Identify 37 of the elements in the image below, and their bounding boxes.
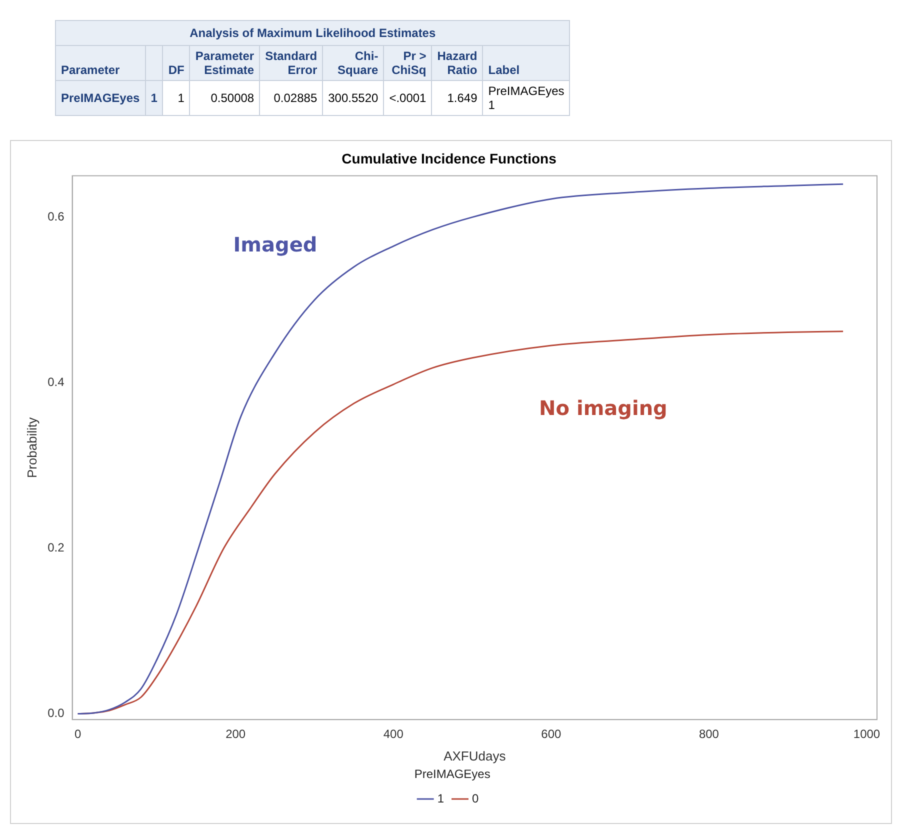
- x-tick-label: 600: [541, 727, 562, 742]
- text: 0.50008: [210, 91, 254, 105]
- y-tick-label: 0.0: [48, 706, 65, 720]
- x-tick-label: 800: [698, 727, 720, 742]
- legend-title: PreIMAGEyes: [414, 766, 490, 781]
- y-axis-title: Probability: [24, 416, 40, 478]
- x-tick-label: 400: [383, 727, 404, 742]
- category-label: Label: [482, 46, 570, 80]
- text: 300.5520: [328, 91, 378, 105]
- x-tick-label: 200: [226, 727, 246, 742]
- legend-label: 1: [437, 791, 444, 806]
- y-tick-label: 0.6: [48, 210, 65, 224]
- category-label: DF: [162, 46, 190, 80]
- text: 1: [178, 91, 184, 105]
- text: 0.02885: [274, 91, 318, 105]
- text: PreIMAGEyes 1: [488, 84, 564, 112]
- text: 1: [150, 91, 158, 105]
- text: <.0001: [389, 91, 426, 105]
- x-tick-label: 0: [74, 727, 82, 742]
- category-label: Parameter: [56, 46, 146, 80]
- y-tick-label: 0.4: [48, 375, 65, 390]
- x-axis-title: AXFUdays: [444, 748, 506, 764]
- category-label: Parameter Estimate: [190, 46, 260, 80]
- text: 1.649: [447, 91, 478, 105]
- category-label: Pr > ChiSq: [384, 46, 432, 80]
- line-series: [77, 183, 844, 715]
- category-label: Hazard Ratio: [432, 46, 483, 80]
- legend-label: 0: [472, 791, 479, 806]
- category-label: Chi-Square: [322, 46, 384, 80]
- y-tick-label: 0.2: [48, 540, 65, 555]
- chart-title: Cumulative Incidence Functions: [342, 150, 557, 166]
- category-label: Standard Error: [260, 46, 323, 80]
- text: Analysis of Maximum Likelihood Estimates: [55, 20, 570, 45]
- text: PreIMAGEyes: [61, 91, 140, 105]
- annotation: No imaging: [539, 396, 668, 420]
- x-tick-label: 1000: [853, 727, 880, 742]
- annotation: Imaged: [233, 232, 318, 257]
